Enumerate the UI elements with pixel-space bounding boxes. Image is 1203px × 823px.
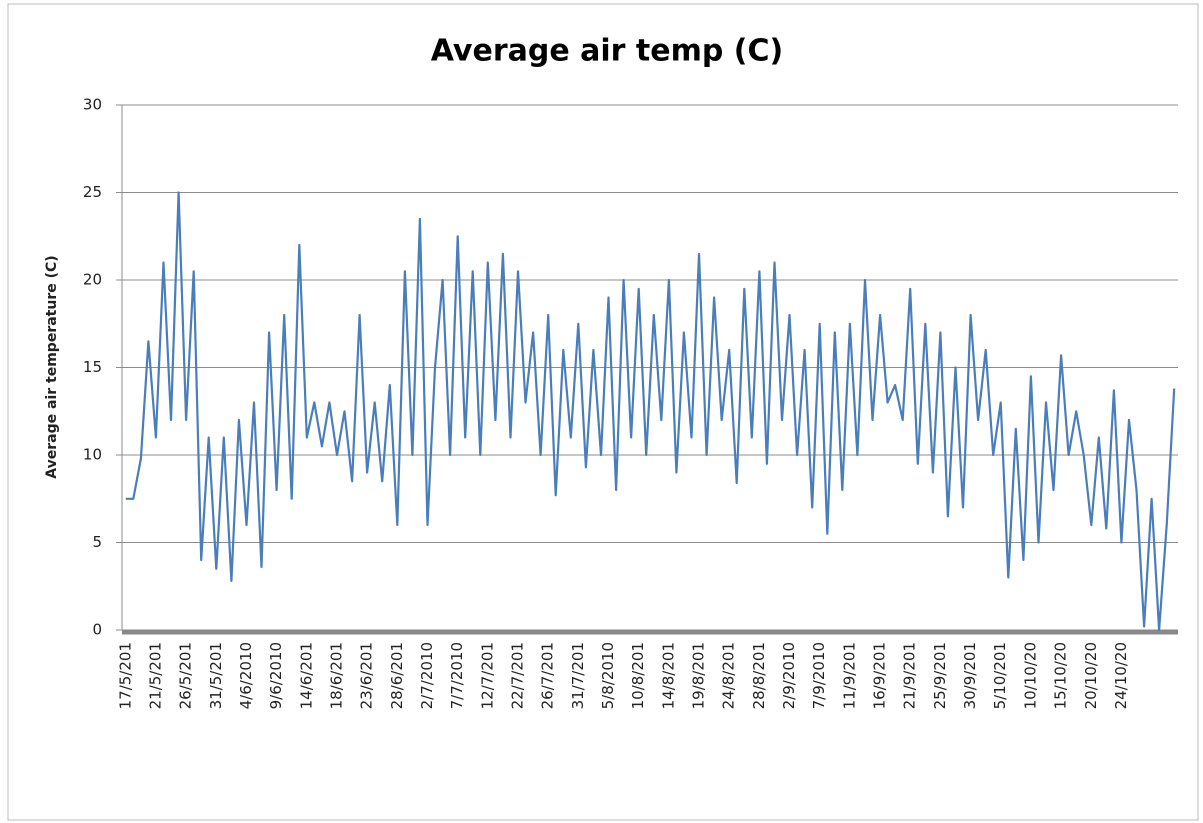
x-tick-label: 23/6/201 xyxy=(358,642,376,709)
x-tick-label: 5/8/2010 xyxy=(599,642,617,709)
x-tick-label: 16/9/201 xyxy=(871,642,889,709)
y-tick-label: 25 xyxy=(83,183,102,201)
x-tick-label: 28/8/201 xyxy=(750,642,768,709)
x-tick-label: 30/9/201 xyxy=(961,642,979,709)
x-tick-label: 24/10/20 xyxy=(1112,642,1130,709)
x-tick-label: 7/9/2010 xyxy=(810,642,828,709)
x-tick-label: 22/7/201 xyxy=(509,642,527,709)
x-tick-label: 20/10/20 xyxy=(1082,642,1100,709)
x-tick-label: 26/5/201 xyxy=(177,642,195,709)
y-tick-label: 15 xyxy=(83,358,102,376)
x-tick-label: 14/8/201 xyxy=(659,642,677,709)
x-tick-label: 11/9/201 xyxy=(840,642,858,709)
x-tick-label: 5/10/201 xyxy=(991,642,1009,709)
x-tick-label: 4/6/2010 xyxy=(237,642,255,709)
x-tick-label: 31/7/201 xyxy=(569,642,587,709)
y-tick-label: 30 xyxy=(83,96,102,114)
x-tick-label: 26/7/201 xyxy=(539,642,557,709)
y-tick-label: 0 xyxy=(92,621,102,639)
x-tick-label: 17/5/201 xyxy=(116,642,134,709)
x-tick-label: 7/7/2010 xyxy=(448,642,466,709)
x-tick-label: 31/5/201 xyxy=(207,642,225,709)
x-tick-label: 10/8/201 xyxy=(629,642,647,709)
x-tick-label: 19/8/201 xyxy=(690,642,708,709)
x-tick-label: 9/6/2010 xyxy=(267,642,285,709)
x-tick-label: 14/6/201 xyxy=(297,642,315,709)
x-tick-label: 2/7/2010 xyxy=(418,642,436,709)
x-tick-label: 10/10/20 xyxy=(1021,642,1039,709)
x-tick-label: 12/7/201 xyxy=(478,642,496,709)
y-tick-label: 10 xyxy=(83,446,102,464)
y-tick-label: 5 xyxy=(92,533,102,551)
x-tick-label: 15/10/20 xyxy=(1052,642,1070,709)
x-tick-label: 21/9/201 xyxy=(901,642,919,709)
data-line xyxy=(125,191,1176,632)
x-tick-label: 21/5/201 xyxy=(146,642,164,709)
x-tick-label: 2/9/2010 xyxy=(780,642,798,709)
x-tick-label: 24/8/201 xyxy=(720,642,738,709)
x-tick-label: 25/9/201 xyxy=(931,642,949,709)
x-tick-label: 18/6/201 xyxy=(327,642,345,709)
chart-title: Average air temp (C) xyxy=(431,34,783,69)
y-tick-label: 20 xyxy=(83,271,102,289)
y-axis-label: Average air temperature (C) xyxy=(44,255,60,478)
x-tick-label: 28/6/201 xyxy=(388,642,406,709)
